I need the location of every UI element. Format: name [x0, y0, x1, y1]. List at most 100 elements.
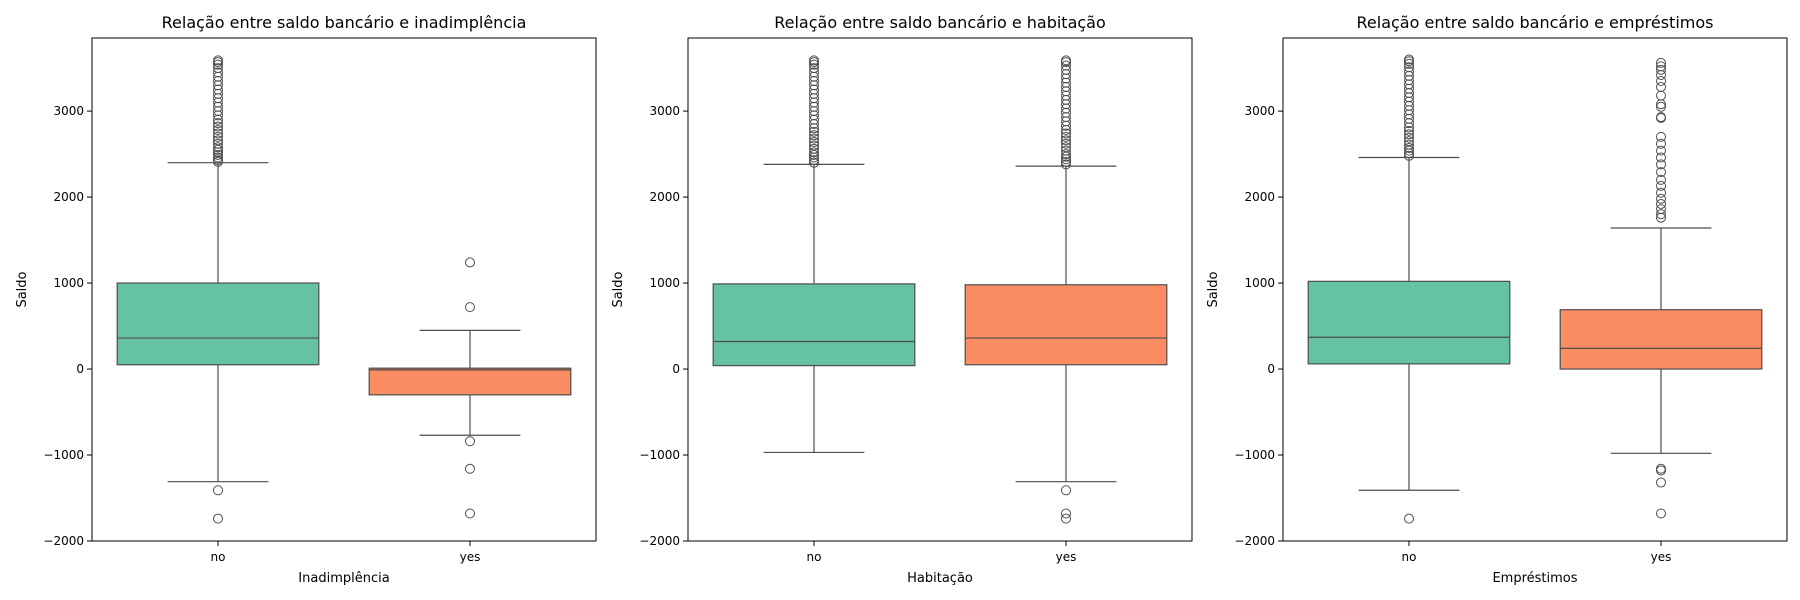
outlier-point [1404, 66, 1414, 77]
outlier-point [213, 155, 223, 166]
outlier-point [1061, 142, 1071, 153]
outlier-point [809, 55, 819, 66]
outlier-point [213, 485, 223, 496]
outlier-point [1656, 167, 1666, 178]
y-tick-label: 3000 [53, 104, 84, 118]
chart-title: Relação entre saldo bancário e inadimplê… [162, 13, 527, 32]
y-tick-label: 3000 [1244, 104, 1275, 118]
chart-title: Relação entre saldo bancário e empréstim… [1357, 13, 1714, 32]
outlier-point [213, 67, 223, 78]
x-tick-label: no [1402, 550, 1417, 564]
y-tick-label: 3000 [649, 104, 680, 118]
outlier-point [1656, 69, 1666, 80]
y-tick-label: −2000 [639, 534, 680, 548]
x-axis-label: Empréstimos [1492, 571, 1577, 586]
outlier-point [1061, 145, 1071, 156]
outlier-point [809, 147, 819, 158]
outlier-point [1656, 131, 1666, 142]
outlier-point [1656, 187, 1666, 198]
outlier-point [1061, 135, 1071, 146]
outlier-point [1404, 125, 1414, 136]
x-axis-label: Inadimplência [298, 571, 389, 586]
box-iqr [712, 283, 916, 367]
box-iqr [116, 282, 320, 366]
outlier-point [809, 137, 819, 148]
outlier-point [213, 55, 223, 66]
box-iqr [368, 367, 572, 396]
box-yes [368, 257, 572, 519]
y-axis-label: Saldo [15, 271, 30, 307]
plot-frame [1282, 37, 1788, 542]
x-tick-label: yes [1056, 550, 1077, 564]
outlier-point [1404, 513, 1414, 524]
outlier-point [1656, 152, 1666, 163]
x-tick-label: no [211, 550, 226, 564]
outlier-point [1061, 508, 1071, 519]
outlier-point [213, 513, 223, 524]
chart-panel-3: Relação entre saldo bancário e empréstim… [1206, 13, 1788, 586]
outlier-point [809, 130, 819, 141]
outlier-point [1656, 198, 1666, 209]
outlier-point [1404, 150, 1414, 161]
outlier-point [1656, 174, 1666, 185]
y-tick-label: 2000 [53, 190, 84, 204]
box-no [712, 55, 916, 454]
outlier-point [213, 138, 223, 149]
outlier-point [213, 125, 223, 136]
outlier-point [1656, 82, 1666, 93]
chart-title: Relação entre saldo bancário e habitação [774, 13, 1106, 32]
outlier-point [809, 67, 819, 78]
outlier-point [1404, 62, 1414, 73]
y-tick-label: −2000 [1234, 534, 1275, 548]
x-tick-label: yes [460, 550, 481, 564]
outlier-point [1656, 75, 1666, 86]
outlier-point [1656, 64, 1666, 75]
outlier-point [1656, 180, 1666, 191]
chart-panel-1: Relação entre saldo bancário e inadimplê… [15, 13, 597, 586]
outlier-point [1061, 485, 1071, 496]
outlier-point [1061, 149, 1071, 160]
outlier-point [1061, 55, 1071, 66]
outlier-point [1656, 465, 1666, 476]
outlier-point [1404, 132, 1414, 143]
box-yes [964, 55, 1168, 524]
outlier-point [1061, 513, 1071, 524]
y-tick-label: −1000 [43, 448, 84, 462]
outlier-point [809, 133, 819, 144]
outlier-point [1656, 112, 1666, 123]
outlier-point [1656, 101, 1666, 112]
chart-panel-2: Relação entre saldo bancário e habitação… [611, 13, 1193, 586]
outlier-point [465, 508, 475, 519]
outlier-point [1656, 57, 1666, 68]
plot-frame [91, 37, 597, 542]
y-tick-label: 1000 [649, 276, 680, 290]
outlier-point [465, 463, 475, 474]
outlier-point [1404, 54, 1414, 65]
outlier-point [213, 149, 223, 160]
outlier-point [1656, 145, 1666, 156]
outlier-point [213, 142, 223, 153]
outlier-point [1061, 138, 1071, 149]
outlier-point [1656, 508, 1666, 519]
outlier-point [1061, 156, 1071, 167]
outlier-point [809, 140, 819, 151]
outlier-point [809, 155, 819, 166]
outlier-point [1061, 159, 1071, 170]
y-tick-label: 1000 [1244, 276, 1275, 290]
outlier-point [809, 157, 819, 168]
y-tick-label: 1000 [53, 276, 84, 290]
outlier-point [213, 131, 223, 142]
outlier-point [1061, 131, 1071, 142]
outlier-point [1404, 136, 1414, 147]
outlier-point [1656, 90, 1666, 101]
y-tick-label: 2000 [1244, 190, 1275, 204]
outlier-point [1656, 209, 1666, 220]
outlier-point [1656, 61, 1666, 72]
x-tick-label: yes [1651, 550, 1672, 564]
outlier-point [1061, 60, 1071, 71]
outlier-point [213, 63, 223, 74]
outlier-point [1656, 204, 1666, 215]
outlier-point [1404, 139, 1414, 150]
box-iqr [1559, 309, 1763, 370]
outlier-point [1061, 128, 1071, 139]
